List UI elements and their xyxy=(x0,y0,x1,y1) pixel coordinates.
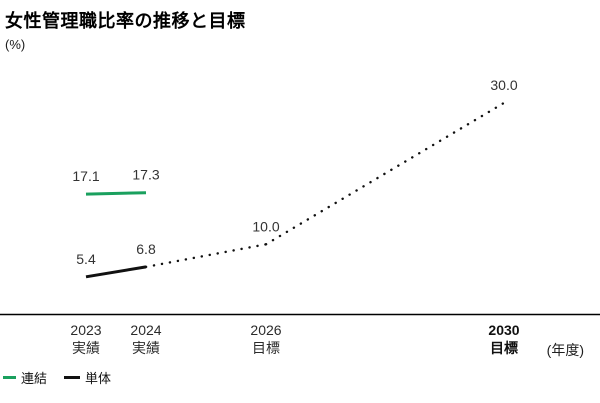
x-axis-label-2024: 2024 実績 xyxy=(104,321,188,357)
x-axis-sublabel: 目標 xyxy=(252,340,280,356)
value-label-10.0: 10.0 xyxy=(252,218,279,234)
series-line-単体-solid xyxy=(85,265,147,279)
legend-label-consolidated: 連結 xyxy=(21,371,48,386)
series-line-単体-dotted xyxy=(144,243,268,269)
x-axis-year: 2024 xyxy=(130,322,162,338)
value-label-5.4: 5.4 xyxy=(76,251,96,267)
x-axis-unit-label: (年度) xyxy=(546,342,584,358)
legend-item-consolidated: 連結 xyxy=(3,368,47,387)
series-line-連結-solid xyxy=(85,191,147,196)
series-line-単体-dotted xyxy=(264,101,506,246)
legend-item-standalone: 単体 xyxy=(64,368,111,387)
x-axis-label-2026: 2026 目標 xyxy=(224,321,308,357)
x-axis-label-2030: 2030 目標 xyxy=(462,321,546,357)
x-axis-year: 2026 xyxy=(250,322,282,338)
x-axis-sublabel: 目標 xyxy=(490,340,518,356)
value-label-17.3: 17.3 xyxy=(132,167,159,183)
value-label-17.1: 17.1 xyxy=(72,168,99,184)
legend-label-standalone: 単体 xyxy=(85,371,112,386)
x-axis-year: 2030 xyxy=(488,322,520,338)
legend-swatch-black-line xyxy=(64,376,81,379)
value-label-6.8: 6.8 xyxy=(136,241,156,257)
value-label-30.0: 30.0 xyxy=(490,77,517,93)
legend: 連結 単体 xyxy=(3,368,111,387)
x-axis-sublabel: 実績 xyxy=(72,340,100,356)
legend-swatch-green-line xyxy=(3,376,16,379)
chart-title: 女性管理職比率の推移と目標 xyxy=(5,11,246,31)
y-axis-unit-label: (%) xyxy=(5,37,26,52)
x-axis-label-2023: 2023 実績 xyxy=(44,321,128,357)
x-axis-sublabel: 実績 xyxy=(132,340,160,356)
x-axis-year: 2023 xyxy=(70,322,102,338)
